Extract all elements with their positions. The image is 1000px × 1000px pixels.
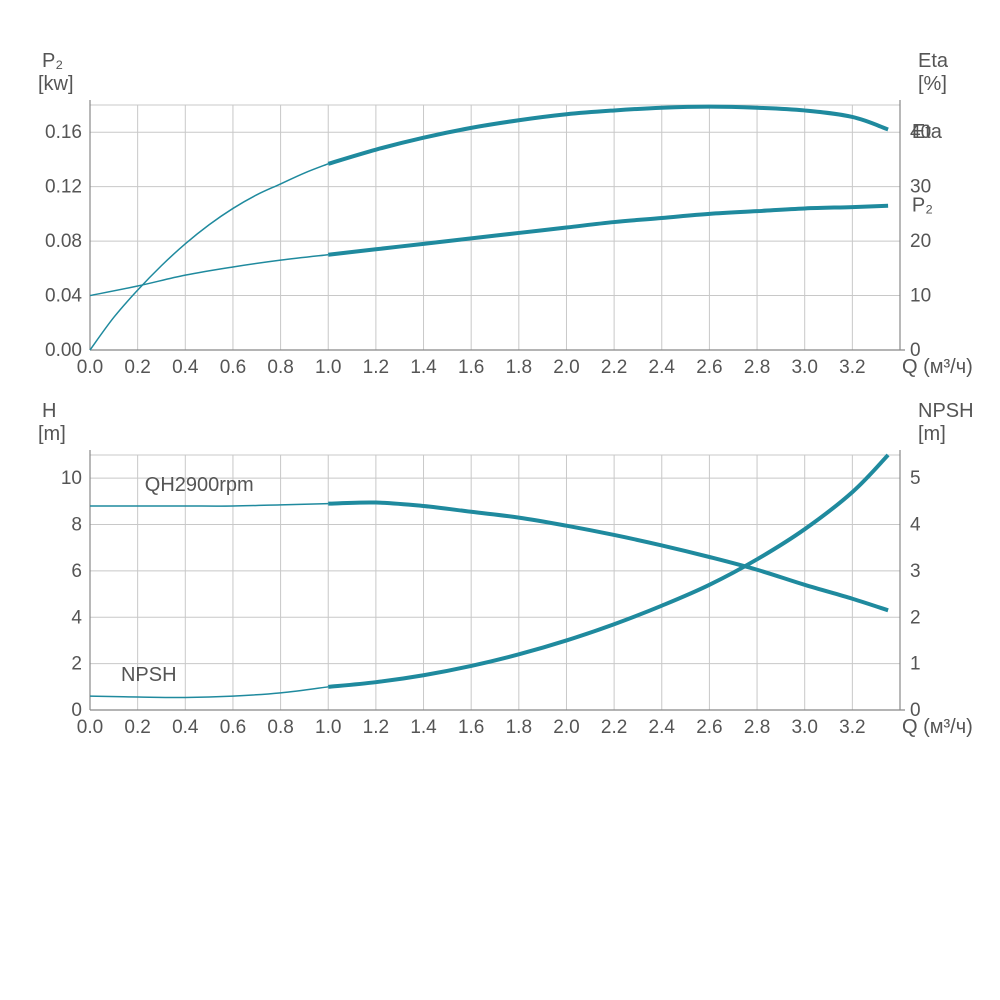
svg-text:3.0: 3.0 — [791, 357, 817, 378]
svg-text:2.6: 2.6 — [696, 357, 722, 378]
svg-text:1.6: 1.6 — [458, 717, 484, 738]
curve-QH2900rpm-thin — [90, 504, 328, 506]
label-Eta: Eta — [912, 121, 943, 143]
svg-text:[m]: [m] — [38, 423, 66, 445]
svg-text:1.2: 1.2 — [363, 357, 389, 378]
svg-text:3.2: 3.2 — [839, 717, 865, 738]
svg-text:4: 4 — [71, 607, 82, 628]
label-QH2900rpm: QH2900rpm — [145, 474, 254, 496]
svg-text:1.6: 1.6 — [458, 357, 484, 378]
svg-text:Q (м³/ч): Q (м³/ч) — [902, 356, 973, 378]
svg-text:[kw]: [kw] — [38, 73, 74, 95]
curve-P₂-thin — [90, 255, 328, 296]
svg-text:1.8: 1.8 — [506, 717, 532, 738]
svg-text:0.12: 0.12 — [45, 177, 82, 198]
svg-text:10: 10 — [61, 468, 82, 489]
svg-text:10: 10 — [910, 286, 931, 307]
chart-container: 0.00.20.40.60.81.01.21.41.61.82.02.22.42… — [0, 0, 1000, 1000]
svg-text:P₂: P₂ — [42, 50, 63, 72]
svg-text:1.0: 1.0 — [315, 357, 341, 378]
svg-text:2.4: 2.4 — [649, 717, 676, 738]
svg-text:2.2: 2.2 — [601, 357, 627, 378]
svg-text:2.4: 2.4 — [649, 357, 676, 378]
svg-text:1.4: 1.4 — [410, 357, 437, 378]
svg-text:1.0: 1.0 — [315, 717, 341, 738]
svg-text:3.2: 3.2 — [839, 357, 865, 378]
svg-text:0.8: 0.8 — [267, 357, 293, 378]
svg-text:Q (м³/ч): Q (м³/ч) — [902, 716, 973, 738]
svg-text:0.2: 0.2 — [124, 357, 150, 378]
svg-text:1.8: 1.8 — [506, 357, 532, 378]
svg-text:0.4: 0.4 — [172, 357, 199, 378]
svg-text:2.8: 2.8 — [744, 357, 770, 378]
svg-text:H: H — [42, 400, 56, 422]
svg-text:0.2: 0.2 — [124, 717, 150, 738]
svg-text:[%]: [%] — [918, 73, 947, 95]
svg-text:2.8: 2.8 — [744, 717, 770, 738]
svg-text:5: 5 — [910, 468, 921, 489]
svg-text:20: 20 — [910, 231, 931, 252]
svg-text:2: 2 — [71, 654, 82, 675]
svg-text:0.8: 0.8 — [267, 717, 293, 738]
svg-text:3: 3 — [910, 561, 921, 582]
curve-Eta — [328, 107, 888, 164]
svg-text:1: 1 — [910, 654, 921, 675]
svg-text:NPSH: NPSH — [918, 400, 974, 422]
svg-text:0.04: 0.04 — [45, 286, 82, 307]
svg-text:0.00: 0.00 — [45, 340, 82, 361]
curve-NPSH-thin — [90, 687, 328, 698]
svg-text:[m]: [m] — [918, 423, 946, 445]
svg-text:3.0: 3.0 — [791, 717, 817, 738]
svg-text:0.6: 0.6 — [220, 717, 246, 738]
svg-text:2.0: 2.0 — [553, 717, 579, 738]
svg-text:6: 6 — [71, 561, 82, 582]
svg-text:0.08: 0.08 — [45, 231, 82, 252]
svg-text:0.16: 0.16 — [45, 122, 82, 143]
chart-svg: 0.00.20.40.60.81.01.21.41.61.82.02.22.42… — [0, 0, 1000, 1000]
svg-text:1.4: 1.4 — [410, 717, 437, 738]
svg-text:2.6: 2.6 — [696, 717, 722, 738]
curve-QH2900rpm — [328, 502, 888, 610]
curve-P₂ — [328, 206, 888, 255]
label-NPSH: NPSH — [121, 664, 177, 686]
svg-text:0.6: 0.6 — [220, 357, 246, 378]
svg-text:2: 2 — [910, 607, 921, 628]
svg-text:1.2: 1.2 — [363, 717, 389, 738]
svg-text:4: 4 — [910, 515, 921, 536]
svg-text:8: 8 — [71, 515, 82, 536]
svg-text:2.2: 2.2 — [601, 717, 627, 738]
curve-Eta-thin — [90, 164, 328, 350]
svg-text:2.0: 2.0 — [553, 357, 579, 378]
label-P₂: P₂ — [912, 195, 933, 217]
svg-text:0: 0 — [71, 700, 82, 721]
svg-text:0.4: 0.4 — [172, 717, 199, 738]
svg-text:Eta: Eta — [918, 50, 949, 72]
